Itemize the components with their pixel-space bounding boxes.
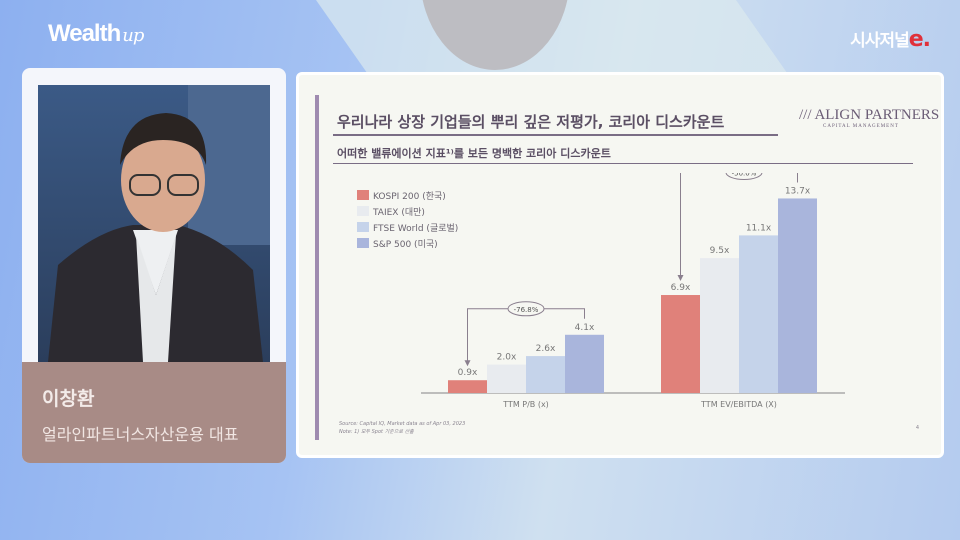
brand-name: ALIGN PARTNERS bbox=[814, 107, 940, 123]
annotation-label: -50.0% bbox=[732, 173, 757, 177]
legend-label: FTSE World (글로벌) bbox=[373, 223, 459, 234]
legend-label: S&P 500 (미국) bbox=[373, 239, 438, 250]
bar bbox=[487, 364, 526, 393]
data-label: 9.5x bbox=[710, 246, 730, 256]
bar bbox=[700, 258, 739, 393]
slide-title: 우리나라 상장 기업들의 뿌리 깊은 저평가, 코리아 디스카운트 bbox=[337, 113, 725, 131]
bar bbox=[565, 334, 604, 393]
page-number: 4 bbox=[915, 425, 919, 431]
annotation-label: -76.8% bbox=[514, 306, 539, 314]
data-label: 2.6x bbox=[536, 344, 556, 354]
legend-item: KOSPI 200 (한국) bbox=[357, 187, 458, 203]
legend-item: S&P 500 (미국) bbox=[357, 235, 458, 251]
presentation-slide: 우리나라 상장 기업들의 뿌리 깊은 저평가, 코리아 디스카운트 /// AL… bbox=[296, 72, 944, 458]
slide-accent-bar bbox=[315, 95, 319, 440]
legend-item: FTSE World (글로벌) bbox=[357, 219, 458, 235]
arrow-head bbox=[677, 275, 684, 282]
bracket-line bbox=[680, 173, 798, 280]
data-label: 4.1x bbox=[575, 323, 595, 333]
wealthup-logo: Wealth up bbox=[48, 20, 144, 48]
data-label: 11.1x bbox=[746, 223, 772, 233]
speaker-caption: 이창환 얼라인파트너스자산운용 대표 bbox=[22, 362, 286, 463]
legend-swatch bbox=[357, 222, 369, 232]
bar bbox=[778, 198, 817, 393]
align-partners-logo: /// ALIGN PARTNERS CAPITAL MANAGEMENT bbox=[799, 107, 940, 129]
annotation-bubble bbox=[507, 301, 545, 317]
speaker-image bbox=[48, 85, 270, 362]
logo-text: Wealth bbox=[48, 20, 121, 47]
legend-swatch bbox=[357, 190, 369, 200]
bar bbox=[661, 295, 700, 393]
category-label: TTM EV/EBITDA (X) bbox=[700, 400, 777, 409]
data-label: 6.9x bbox=[671, 283, 691, 293]
bar-chart: 0.9x 2.0x 2.6x 4.1x TTM P/B (x) 6.9x 9.5x 11.1x… bbox=[421, 173, 845, 409]
legend-item: TAIEX (대만) bbox=[357, 203, 458, 219]
speaker-video bbox=[38, 85, 270, 362]
speaker-name: 이창환 bbox=[42, 388, 95, 410]
bar bbox=[526, 356, 565, 393]
annotation-bubble bbox=[725, 173, 763, 180]
speaker-card: 이창환 얼라인파트너스자산운용 대표 bbox=[22, 68, 286, 463]
legend-swatch bbox=[357, 206, 369, 216]
category-label: TTM P/B (x) bbox=[502, 400, 549, 409]
data-label: 2.0x bbox=[497, 353, 517, 363]
note-text: Note: 1) 모두 Spot 기준으로 산출 bbox=[339, 429, 414, 435]
slide-footnote: Source: Capital IQ, Market data as of Ap… bbox=[339, 420, 465, 436]
data-label: 0.9x bbox=[458, 368, 478, 378]
bar bbox=[739, 235, 778, 393]
logo-script: up bbox=[122, 25, 144, 46]
logo-text: 시사저널 bbox=[850, 31, 910, 51]
arrow-head bbox=[464, 360, 471, 367]
data-label: 13.7x bbox=[785, 186, 811, 196]
chart-legend: KOSPI 200 (한국) TAIEX (대만) FTSE World (글로… bbox=[357, 187, 458, 251]
sisajournal-logo: 시사저널e. bbox=[850, 26, 931, 52]
slide-subtitle: 어떠한 밸류에이션 지표¹⁾를 보든 명백한 코리아 디스카운트 bbox=[337, 147, 611, 160]
title-divider bbox=[333, 134, 778, 136]
speaker-role: 얼라인파트너스자산운용 대표 bbox=[42, 425, 239, 444]
legend-swatch bbox=[357, 238, 369, 248]
source-text: Source: Capital IQ, Market data as of Ap… bbox=[339, 421, 466, 427]
brand-sub: CAPITAL MANAGEMENT bbox=[823, 124, 899, 129]
legend-label: TAIEX (대만) bbox=[373, 207, 425, 218]
subtitle-divider bbox=[333, 163, 913, 164]
logo-mark: e. bbox=[908, 27, 931, 52]
legend-label: KOSPI 200 (한국) bbox=[373, 191, 446, 202]
bar bbox=[448, 380, 487, 393]
